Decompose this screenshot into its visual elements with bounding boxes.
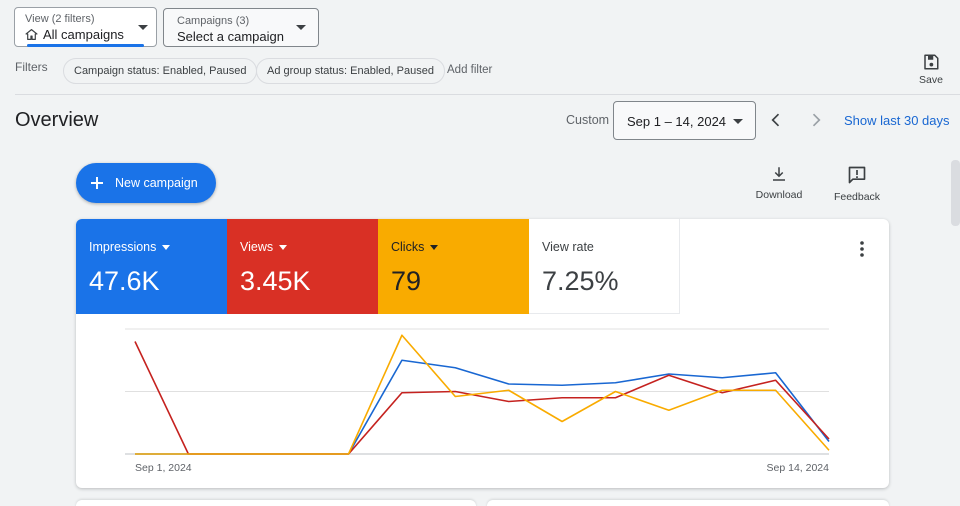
next-period-button[interactable]: [806, 110, 826, 130]
save-icon: [924, 54, 939, 70]
new-campaign-label: New campaign: [115, 176, 198, 190]
caret-down-icon: [430, 244, 439, 250]
metric-views[interactable]: Views 3.45K: [227, 219, 378, 314]
metric-impressions[interactable]: Impressions 47.6K: [76, 219, 227, 314]
download-icon: [773, 167, 785, 181]
series-line-impressions: [135, 359, 830, 455]
page-title: Overview: [15, 109, 99, 131]
metric-view-rate[interactable]: View rate 7.25%: [529, 219, 680, 314]
chevron-left-icon: [771, 113, 780, 127]
overview-chart-card: Impressions 47.6K Views 3.45K Clicks 79 …: [76, 219, 889, 488]
chevron-down-icon: [733, 119, 743, 124]
bottom-card: [487, 500, 889, 506]
save-button[interactable]: Save: [913, 53, 949, 86]
metric-value: 79: [391, 266, 422, 296]
filter-chip-ad-group-status[interactable]: Ad group status: Enabled, Paused: [256, 58, 445, 84]
chevron-right-icon: [812, 113, 821, 127]
view-selector-label: View (2 filters): [25, 13, 95, 25]
date-range-value: Sep 1 – 14, 2024: [627, 114, 727, 129]
x-tick-label: Sep 1, 2024: [135, 462, 192, 474]
campaign-selector-label: Campaigns (3): [177, 15, 250, 27]
show-last-30-days-link[interactable]: Show last 30 days: [844, 113, 950, 128]
download-button[interactable]: Download: [753, 165, 805, 201]
save-label: Save: [919, 74, 943, 86]
metric-label: Views: [240, 240, 274, 254]
feedback-label: Feedback: [833, 191, 881, 203]
feedback-icon: [848, 166, 866, 184]
filters-label: Filters: [15, 60, 48, 74]
metric-label: Impressions: [89, 240, 157, 254]
caret-down-icon: [279, 244, 288, 250]
caret-down-icon: [162, 244, 171, 250]
performance-line-chart: Sep 1, 2024 Sep 14, 2024: [125, 328, 830, 474]
download-label: Download: [755, 189, 803, 201]
active-indicator: [27, 44, 144, 47]
metric-value: 3.45K: [240, 266, 311, 296]
x-tick-label: Sep 14, 2024: [767, 462, 830, 474]
filter-chip-campaign-status[interactable]: Campaign status: Enabled, Paused: [63, 58, 258, 84]
divider: [15, 94, 960, 95]
feedback-button[interactable]: Feedback: [830, 165, 884, 203]
metric-value: 7.25%: [542, 266, 619, 296]
bottom-card: [76, 500, 476, 506]
date-range-type-label: Custom: [566, 113, 610, 127]
new-campaign-button[interactable]: New campaign: [76, 163, 216, 203]
add-filter-button[interactable]: Add filter: [447, 64, 493, 76]
previous-period-button[interactable]: [766, 110, 786, 130]
campaign-selector[interactable]: Campaigns (3) Select a campaign: [163, 8, 319, 47]
series-line-clicks: [135, 334, 830, 455]
scrollbar-thumb[interactable]: [951, 160, 960, 226]
home-icon: [25, 29, 38, 40]
metric-value: 47.6K: [89, 266, 160, 296]
date-range-selector[interactable]: Sep 1 – 14, 2024: [613, 101, 756, 140]
campaign-selector-value: Select a campaign: [177, 29, 284, 44]
plus-icon: [91, 177, 103, 189]
view-selector-value: All campaigns: [43, 27, 124, 42]
metric-clicks[interactable]: Clicks 79: [378, 219, 529, 314]
view-selector[interactable]: View (2 filters) All campaigns: [14, 7, 157, 47]
series-line-views: [134, 341, 830, 455]
metric-label: Clicks: [391, 240, 425, 254]
more-options-button[interactable]: [856, 239, 868, 259]
more-vert-icon: [860, 241, 864, 257]
chevron-down-icon: [296, 25, 306, 30]
metric-label: View rate: [542, 240, 594, 254]
chevron-down-icon: [138, 25, 148, 30]
